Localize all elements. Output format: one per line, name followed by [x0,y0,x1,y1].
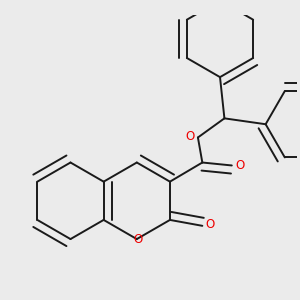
Text: O: O [235,159,244,172]
Text: O: O [185,130,194,142]
Text: O: O [133,233,142,246]
Text: O: O [206,218,215,231]
